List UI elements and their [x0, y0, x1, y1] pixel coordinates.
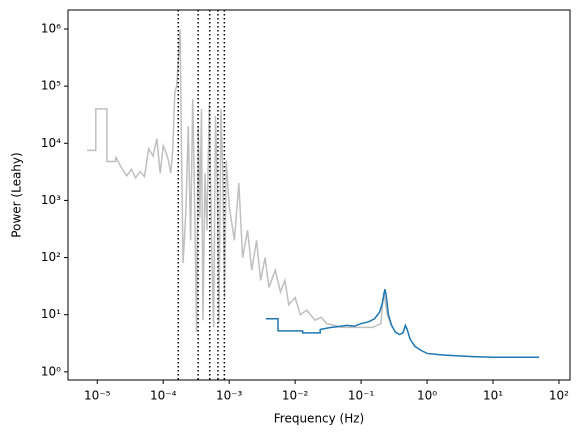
- y-tick-label: 10³: [41, 193, 61, 207]
- spectrum-line: [87, 28, 394, 332]
- x-axis-label: Frequency (Hz): [274, 412, 365, 426]
- plot-frame: [67, 9, 571, 381]
- x-tick-label: 10¹: [483, 389, 503, 403]
- y-tick-label: 10⁵: [41, 79, 61, 93]
- y-tick-label: 10⁴: [41, 136, 61, 150]
- y-tick-label: 10⁶: [41, 21, 61, 35]
- x-tick-label: 10⁻²: [282, 389, 309, 403]
- y-tick-label: 10⁰: [41, 364, 61, 378]
- plot-area: [68, 10, 570, 380]
- x-tick-label: 10⁻⁴: [150, 389, 177, 403]
- spectrum-line: [265, 289, 540, 359]
- y-tick-label: 10¹: [41, 307, 61, 321]
- x-tick-label: 10⁻⁵: [84, 389, 111, 403]
- x-tick-label: 10⁻¹: [348, 389, 375, 403]
- x-tick-label: 10²: [549, 389, 569, 403]
- y-tick-label: 10²: [41, 250, 61, 264]
- y-axis-label: Power (Leahy): [10, 152, 24, 237]
- x-tick-label: 10⁰: [417, 389, 437, 403]
- x-tick-label: 10⁻³: [216, 389, 243, 403]
